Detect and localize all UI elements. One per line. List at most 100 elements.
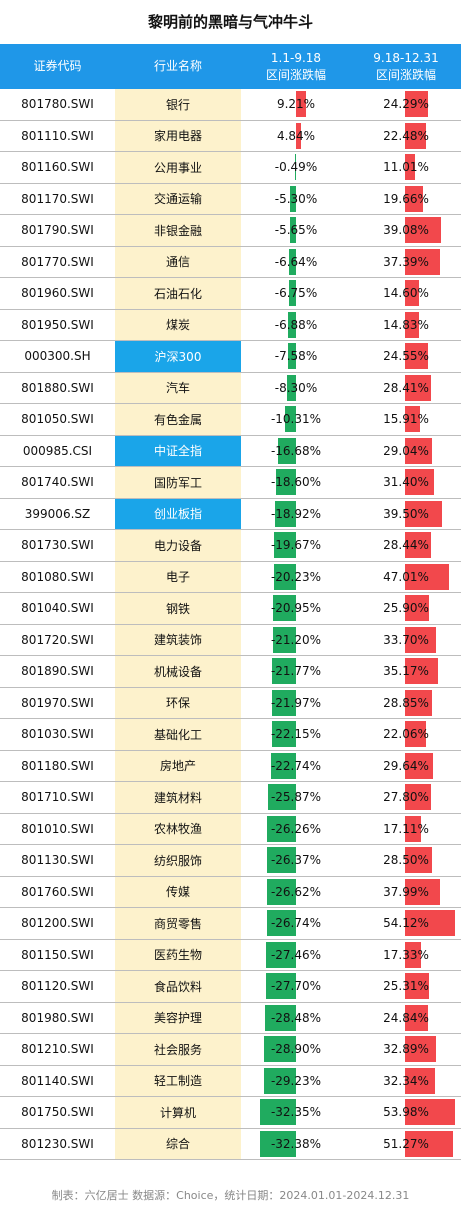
security-code: 801720.SWI	[21, 632, 94, 647]
security-code: 801160.SWI	[21, 160, 94, 175]
period1-bar	[288, 248, 296, 275]
period1-bar	[288, 280, 296, 306]
industry-name: 美容护理	[115, 1002, 241, 1033]
industry-name: 农林牧渔	[115, 813, 241, 844]
security-code: 801050.SWI	[21, 412, 94, 427]
period1-bar	[277, 437, 296, 464]
industry-name: 银行	[115, 89, 241, 120]
table-row: 000300.SH 沪深300 -7.58% 24.55%	[0, 341, 461, 373]
security-code: 000985.CSI	[22, 443, 93, 458]
period2-value: 47.01%	[383, 569, 429, 584]
period2-bar	[405, 752, 433, 779]
security-code: 801120.SWI	[21, 979, 94, 994]
period2-bar	[405, 217, 442, 243]
industry-name: 中证全指	[115, 435, 241, 466]
period2-value: 28.85%	[383, 695, 429, 710]
period1-bar	[267, 815, 296, 842]
period1-bar	[264, 1036, 296, 1062]
table-row: 000985.CSI 中证全指 -16.68% 29.04%	[0, 435, 461, 467]
period1-bar	[274, 532, 296, 558]
period1-value: -10.31%	[270, 412, 322, 427]
period2-bar	[405, 1130, 453, 1157]
period2-value: 14.60%	[383, 286, 429, 301]
period2-value: 32.89%	[383, 1042, 429, 1057]
period2-bar	[405, 1099, 456, 1125]
period2-value: 28.50%	[383, 853, 429, 868]
industry-name: 轻工制造	[115, 1065, 241, 1096]
security-code: 399006.SZ	[24, 506, 91, 521]
period2-value: 24.55%	[383, 349, 429, 364]
table-row: 801040.SWI 钢铁 -20.95% 25.90%	[0, 593, 461, 625]
table-row: 801080.SWI 电子 -20.23% 47.01%	[0, 561, 461, 593]
period1-value: -26.74%	[270, 916, 322, 931]
period1-value: 9.21%	[276, 97, 316, 112]
period1-bar	[265, 941, 296, 968]
period1-value: -0.49%	[274, 160, 318, 175]
period1-value: -22.15%	[270, 727, 322, 742]
period1-bar	[260, 1099, 296, 1125]
table-row: 801050.SWI 有色金属 -10.31% 15.91%	[0, 404, 461, 436]
industry-name: 国防军工	[115, 467, 241, 498]
table-row: 801890.SWI 机械设备 -21.77% 35.17%	[0, 656, 461, 688]
period2-value: 25.31%	[383, 979, 429, 994]
security-code: 801770.SWI	[21, 254, 94, 269]
security-code: 801210.SWI	[21, 1042, 94, 1057]
period1-bar	[264, 1004, 296, 1031]
table-row: 801950.SWI 煤炭 -6.88% 14.83%	[0, 309, 461, 341]
security-code: 801880.SWI	[21, 380, 94, 395]
period1-value: -18.92%	[270, 506, 322, 521]
industry-name: 交通运输	[115, 183, 241, 214]
table-row: 801730.SWI 电力设备 -19.67% 28.44%	[0, 530, 461, 562]
industry-name: 建筑材料	[115, 782, 241, 813]
security-code: 801730.SWI	[21, 538, 94, 553]
period2-bar	[405, 1004, 429, 1031]
period2-value: 29.64%	[383, 758, 429, 773]
period1-bar	[286, 374, 296, 401]
period1-value: -5.65%	[274, 223, 318, 238]
table-row: 801750.SWI 计算机 -32.35% 53.98%	[0, 1097, 461, 1129]
period1-value: -16.68%	[270, 443, 322, 458]
period2-value: 22.48%	[383, 128, 429, 143]
period2-value: 15.91%	[383, 412, 429, 427]
industry-name: 环保	[115, 687, 241, 718]
industry-name: 有色金属	[115, 404, 241, 435]
table-row: 801780.SWI 银行 9.21% 24.29%	[0, 89, 461, 121]
table-row: 801030.SWI 基础化工 -22.15% 22.06%	[0, 719, 461, 751]
period1-value: -26.37%	[270, 853, 322, 868]
security-code: 801230.SWI	[21, 1136, 94, 1151]
period2-bar	[405, 1067, 436, 1094]
period2-bar	[405, 595, 430, 621]
period1-value: -7.58%	[274, 349, 318, 364]
period1-value: -8.30%	[274, 380, 318, 395]
industry-name: 公用事业	[115, 152, 241, 183]
period2-bar	[405, 500, 442, 527]
period1-bar	[266, 910, 296, 936]
security-code: 801760.SWI	[21, 884, 94, 899]
period1-bar	[266, 847, 296, 873]
period1-value: -20.95%	[270, 601, 322, 616]
period2-bar	[405, 784, 431, 810]
period2-value: 53.98%	[383, 1105, 429, 1120]
period1-bar	[290, 185, 296, 212]
industry-name: 汽车	[115, 372, 241, 403]
period1-bar	[275, 500, 296, 527]
period2-bar	[405, 406, 420, 432]
industry-name: 传媒	[115, 876, 241, 907]
industry-name: 电子	[115, 561, 241, 592]
table-row: 801120.SWI 食品饮料 -27.70% 25.31%	[0, 971, 461, 1003]
industry-name: 建筑装饰	[115, 624, 241, 655]
period1-bar	[267, 784, 296, 810]
period2-bar	[405, 185, 424, 212]
period1-value: -21.20%	[270, 632, 322, 647]
period1-bar	[296, 122, 302, 149]
period1-value: -27.70%	[270, 979, 322, 994]
period2-value: 14.83%	[383, 317, 429, 332]
table-row: 801980.SWI 美容护理 -28.48% 24.84%	[0, 1002, 461, 1034]
security-code: 801110.SWI	[21, 128, 94, 143]
security-code: 801960.SWI	[21, 286, 94, 301]
table-row: 801230.SWI 综合 -32.38% 51.27%	[0, 1128, 461, 1160]
table-row: 801740.SWI 国防军工 -18.60% 31.40%	[0, 467, 461, 499]
period1-bar	[275, 469, 296, 495]
period2-bar	[405, 311, 419, 338]
security-code: 801140.SWI	[21, 1073, 94, 1088]
